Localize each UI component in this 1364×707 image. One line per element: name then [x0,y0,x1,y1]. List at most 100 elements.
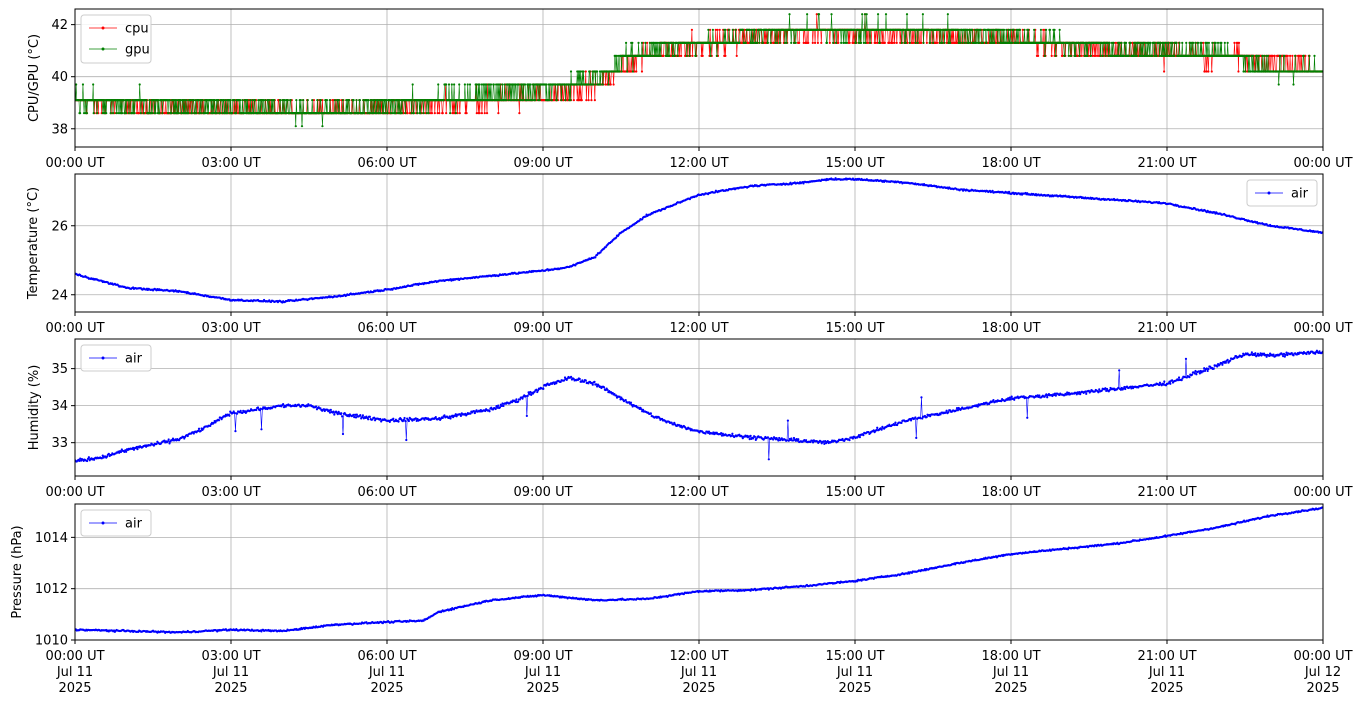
data-point [1282,70,1285,73]
data-point [283,99,286,102]
data-point [1048,28,1052,31]
data-point [537,99,540,102]
data-point [1237,41,1241,44]
data-point [690,28,694,31]
data-point [635,70,638,73]
data-point [96,112,99,115]
data-point [531,99,534,102]
data-point [185,99,188,102]
data-point [1146,54,1149,57]
data-point [718,28,721,31]
data-point [468,83,472,86]
data-point [715,54,718,57]
data-point [1165,41,1168,44]
data-point [180,112,183,115]
data-point [217,99,220,102]
data-point [424,112,427,115]
data-point [379,112,382,115]
data-point [411,83,414,86]
data-point [888,41,891,44]
data-point [792,41,796,44]
data-point [450,83,453,86]
data-point [775,41,779,44]
data-point [865,13,868,16]
data-point [404,112,407,115]
data-point [769,41,772,44]
data-point [967,41,970,44]
data-point [1211,41,1214,44]
data-point [1127,54,1130,57]
data-point [129,99,132,102]
data-point [1181,41,1184,44]
data-point [1091,54,1094,57]
data-point [862,41,865,44]
data-point [774,41,777,44]
data-point [321,99,324,102]
data-point [282,112,285,115]
data-point [1142,41,1145,44]
data-point [1124,41,1128,44]
data-point [1101,54,1104,57]
data-point [963,41,966,44]
data-point [1223,41,1226,44]
data-point [311,99,314,102]
data-point [731,28,734,31]
data-point [194,99,197,102]
data-point [82,112,86,115]
data-point [318,112,321,115]
data-point [1062,41,1065,44]
data-point [925,41,928,44]
data-point [711,28,715,31]
data-point [323,112,326,115]
data-point [179,99,182,102]
x-tick-label: 15:00 UT [825,156,884,171]
data-point [798,41,801,44]
data-point [630,54,633,57]
data-point [582,70,585,73]
data-point [905,13,909,16]
data-point [75,83,78,86]
data-point [811,41,814,44]
data-point [612,83,615,86]
data-point [966,28,969,31]
data-point [891,41,894,44]
data-point [466,83,469,86]
data-point [830,13,833,16]
data-point [91,99,94,102]
data-point [1080,54,1083,57]
data-point [1138,41,1141,44]
legend-marker-gpu [101,47,105,51]
data-point [485,112,489,115]
data-point [981,41,985,44]
data-point [1194,41,1197,44]
data-point [92,83,95,86]
data-point [121,112,124,115]
data-point [1076,54,1079,57]
data-point [289,99,292,102]
y-tick-label: 38 [51,122,68,137]
data-point [741,28,745,31]
data-point [445,83,448,86]
data-point [688,54,691,57]
data-point [735,54,738,57]
data-point [523,83,527,86]
x-tick-label: 06:00 UT [357,156,416,171]
data-point [599,83,602,86]
data-point [522,99,525,102]
data-point [1286,54,1289,57]
data-point [1266,54,1270,57]
data-point [590,99,593,102]
data-point [442,99,445,102]
data-point [389,112,392,115]
data-point [1185,41,1188,44]
data-point [489,83,493,86]
data-point [221,112,224,115]
data-point [410,112,413,115]
data-point [264,99,267,102]
data-point [920,41,923,44]
data-point [197,99,200,102]
data-point [939,28,943,31]
data-point [651,54,654,57]
data-point [604,83,607,86]
